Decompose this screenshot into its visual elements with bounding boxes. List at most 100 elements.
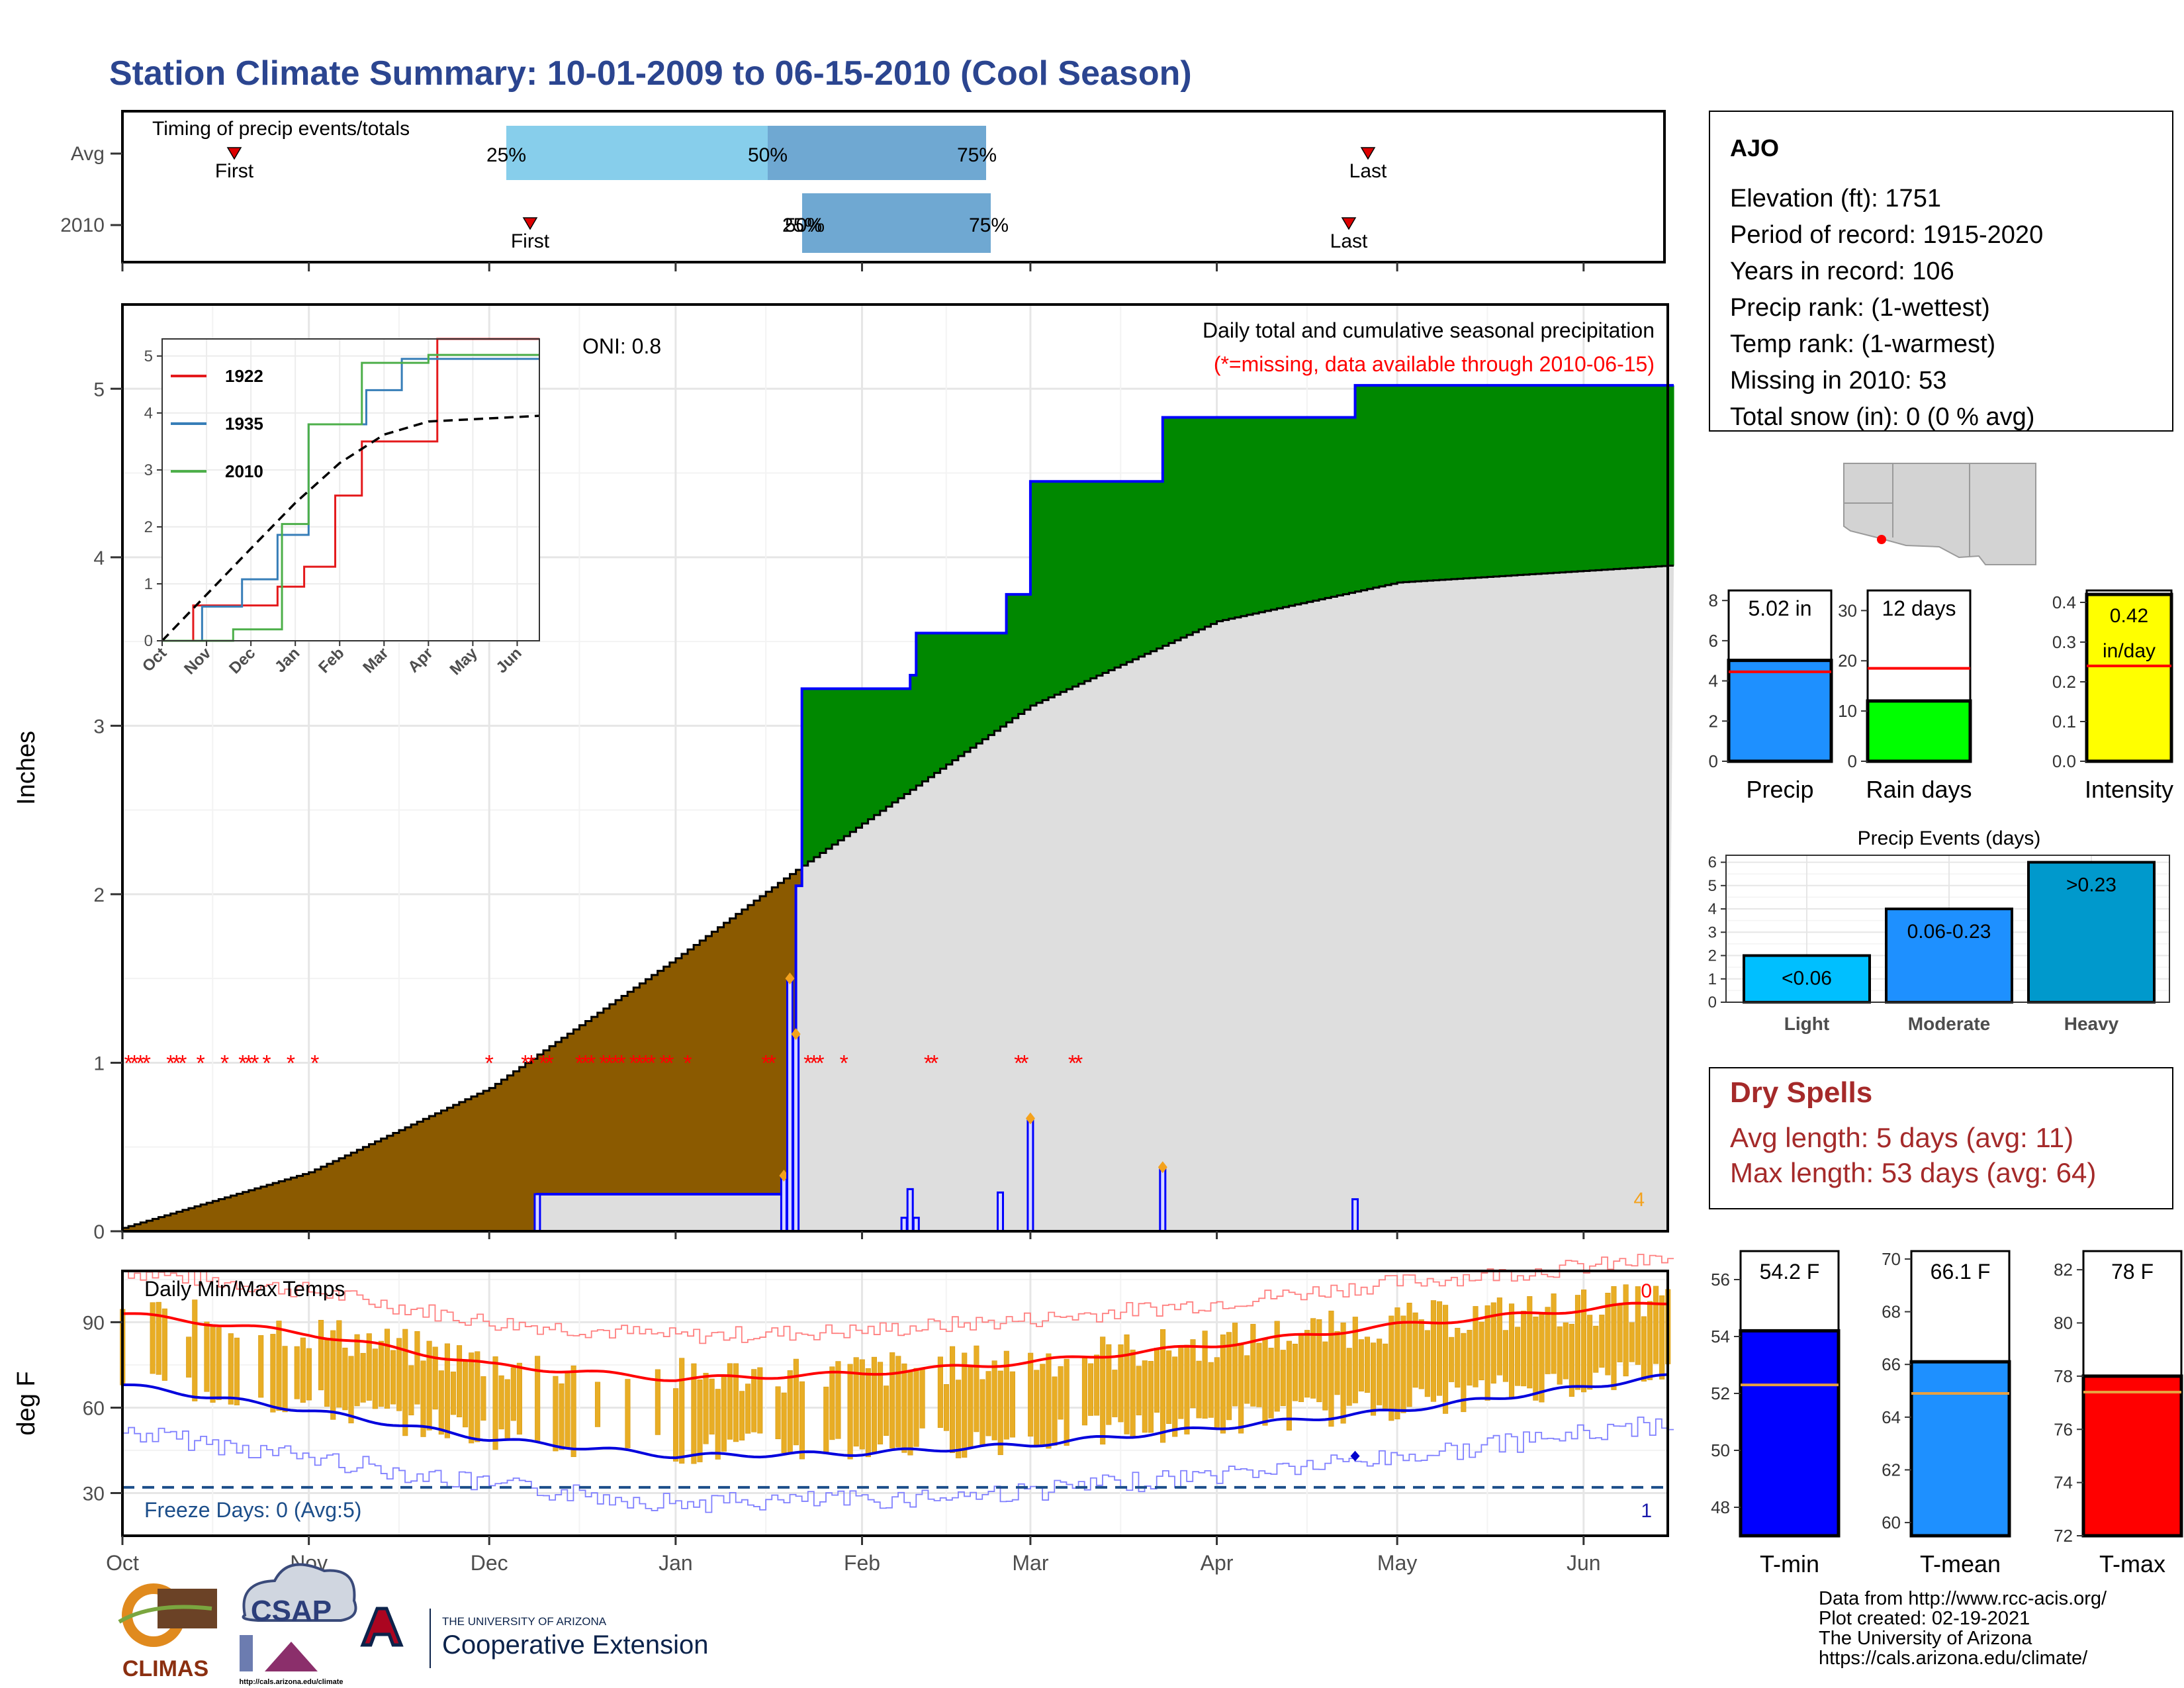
precip-bar-0-value-label: 5.02 in — [1748, 596, 1811, 620]
daily-temp-range — [1352, 1317, 1358, 1403]
daily-temp-range — [1087, 1363, 1094, 1416]
temp-bar-0-label: T-min — [1760, 1550, 1819, 1577]
daily-temp-range — [655, 1369, 660, 1435]
daily-temp-range — [1220, 1335, 1226, 1434]
daily-temp-range — [1623, 1284, 1629, 1377]
inset-line-1935 — [162, 357, 539, 642]
daily-temp-range — [258, 1335, 264, 1398]
daily-temp-range — [1184, 1344, 1190, 1434]
month-tick-label: Dec — [471, 1551, 508, 1575]
daily-temp-range — [1443, 1305, 1449, 1414]
daily-temp-range — [1455, 1328, 1461, 1388]
daily-temp-range — [1328, 1311, 1334, 1427]
precip-bar-2-value-label-2: in/day — [2103, 640, 2156, 662]
daily-precip-marker — [785, 972, 795, 985]
missing-day-marker: * — [605, 1051, 614, 1076]
daily-temp-range — [799, 1381, 805, 1460]
daily-temp-range — [330, 1330, 336, 1420]
daily-temp-range — [985, 1371, 991, 1436]
missing-day-marker: * — [485, 1051, 494, 1076]
oni-label: ONI: 0.8 — [582, 334, 661, 358]
daily-temp-range — [1316, 1319, 1322, 1403]
timing-label: Timing of precip events/totals — [152, 118, 410, 140]
precip-bar-1-tick-label: 10 — [1838, 701, 1857, 721]
daily-temp-range — [1262, 1338, 1268, 1426]
daily-temp-range — [510, 1367, 516, 1421]
daily-temp-range — [270, 1334, 276, 1413]
missing-day-marker: * — [587, 1051, 596, 1076]
missing-day-marker: * — [683, 1051, 692, 1076]
daily-temp-range — [234, 1337, 240, 1405]
daily-temp-range — [1166, 1350, 1172, 1425]
climas-logo: CLIMAS — [118, 1583, 217, 1681]
footer-line-4: https://cals.arizona.edu/climate/ — [1819, 1648, 2088, 1669]
daily-temp-range — [1502, 1330, 1508, 1382]
daily-temp-range — [1100, 1336, 1106, 1445]
temp-ytick-label: 60 — [83, 1397, 105, 1419]
daily-temp-range — [1202, 1331, 1208, 1419]
daily-temp-range — [1394, 1307, 1400, 1420]
timing-avg-50-label: 50% — [748, 144, 788, 166]
daily-temp-range — [787, 1370, 793, 1454]
missing-day-marker: * — [635, 1051, 644, 1076]
missing-day-marker: * — [220, 1051, 229, 1076]
temp-bar-2-tick-label: 80 — [2054, 1313, 2073, 1333]
daily-temp-range — [709, 1378, 715, 1435]
events-ytick-label: 1 — [1708, 970, 1717, 988]
daily-temp-range — [1334, 1331, 1340, 1395]
daily-temp-range — [829, 1366, 835, 1440]
temp-bar-2-tick-label: 78 — [2054, 1366, 2073, 1386]
footer: Data from http://www.rcc-acis.org/ Plot … — [1819, 1588, 2107, 1669]
station-line-6: Missing in 2010: 53 — [1730, 367, 1946, 395]
daily-temp-range — [535, 1356, 541, 1442]
daily-temp-range — [1340, 1322, 1346, 1424]
temp-ylabel: deg F — [13, 1371, 40, 1435]
daily-temp-range — [1449, 1336, 1455, 1382]
footer-line-2: Plot created: 02-19-2021 — [1819, 1608, 2030, 1629]
record-low-line — [122, 1416, 1674, 1513]
daily-temp-range — [1003, 1350, 1009, 1440]
daily-temp-range — [962, 1352, 968, 1458]
daily-temp-range — [1539, 1313, 1545, 1403]
precip-bar-0-tick-label: 6 — [1709, 631, 1718, 651]
daily-temp-range — [1028, 1352, 1034, 1437]
daily-temp-range — [679, 1358, 685, 1464]
daily-temp-range — [1358, 1339, 1364, 1391]
timing-2010-last-marker — [1341, 217, 1357, 230]
daily-temp-range — [1244, 1355, 1250, 1404]
missing-day-marker: * — [136, 1051, 145, 1076]
daily-temp-range — [492, 1356, 498, 1450]
daily-temp-range — [1581, 1289, 1587, 1393]
temp-bar-0-tick-label: 50 — [1711, 1440, 1730, 1460]
daily-temp-range — [1587, 1315, 1593, 1390]
daily-temp-range — [1605, 1293, 1611, 1376]
missing-day-marker: * — [924, 1051, 933, 1076]
daily-temp-range — [1238, 1342, 1244, 1434]
precip-bar-0-tick-label: 8 — [1709, 590, 1718, 610]
missing-day-marker: * — [665, 1051, 674, 1076]
daily-temp-range — [475, 1351, 480, 1442]
daily-precip-bar — [900, 1217, 908, 1233]
daily-temp-range — [450, 1372, 457, 1415]
daily-temp-range — [1310, 1318, 1316, 1399]
inset-legend-label: 2010 — [225, 461, 263, 481]
events-bar-label: <0.06 — [1782, 968, 1832, 990]
missing-day-marker: * — [196, 1051, 205, 1076]
timing-avg-first-label: First — [215, 160, 254, 182]
missing-day-marker: * — [545, 1051, 553, 1076]
daily-temp-range — [859, 1359, 865, 1450]
temp-title: Daily Min/Max Temps — [144, 1277, 345, 1301]
daily-temp-range — [1172, 1356, 1178, 1437]
precip-bar-1-value-bar — [1866, 699, 1972, 763]
precip-bar-0-tick-label: 2 — [1709, 711, 1718, 731]
timing-avg-25-50 — [506, 126, 768, 180]
daily-temp-range — [865, 1368, 871, 1458]
events-title: Precip Events (days) — [1858, 827, 2041, 849]
missing-day-marker: * — [641, 1051, 650, 1076]
daily-temp-range — [463, 1360, 469, 1428]
month-tick-label: Feb — [844, 1551, 880, 1575]
temp-bar-1-value-bar — [1909, 1360, 2011, 1538]
precip-bar-2-tick-label: 0.3 — [2052, 632, 2076, 652]
daily-temp-range — [913, 1368, 919, 1447]
